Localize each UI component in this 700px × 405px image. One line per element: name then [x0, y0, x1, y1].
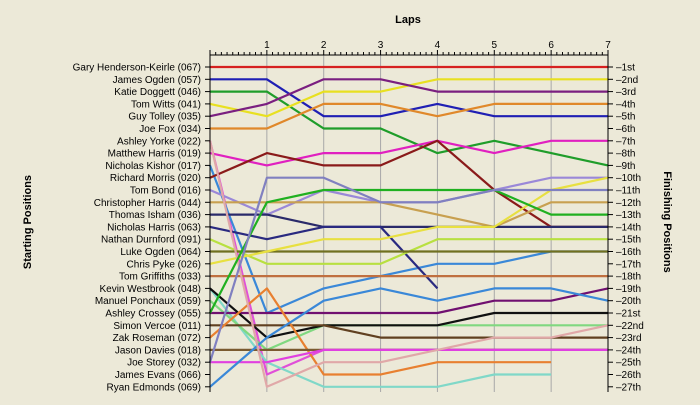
series-line	[210, 213, 608, 228]
finishing-position-label: –16th	[616, 247, 641, 258]
starting-position-label: Tom Bond (016)	[130, 186, 201, 197]
series-line	[209, 225, 439, 290]
finishing-position-label: –14th	[616, 222, 641, 233]
finishing-position-label: –19th	[616, 284, 641, 295]
finishing-position-label: –10th	[616, 173, 641, 184]
starting-position-label: Ashley Crossey (055)	[105, 309, 201, 320]
starting-position-label: Thomas Isham (036)	[109, 210, 201, 221]
finishing-position-label: –9th	[616, 161, 635, 172]
x-tick-label: 7	[605, 40, 611, 51]
starting-position-label: Nathan Durnford (091)	[101, 235, 201, 246]
starting-position-label: Zak Roseman (072)	[113, 333, 201, 344]
starting-position-label: Ryan Edmonds (069)	[107, 382, 202, 393]
finishing-position-label: –5th	[616, 112, 635, 123]
starting-position-label: Manuel Ponchaux (059)	[95, 296, 201, 307]
starting-position-label: Gary Henderson-Keirle (067)	[73, 63, 201, 74]
series-line	[209, 287, 608, 339]
series-line	[209, 176, 609, 265]
axes	[205, 50, 613, 392]
finishing-position-label: –12th	[616, 198, 641, 209]
x-tick-label: 2	[321, 40, 327, 51]
finishing-position-label: –13th	[616, 210, 641, 221]
series-line	[208, 165, 608, 315]
finishing-position-label: –4th	[616, 99, 635, 110]
y-axis-title-right: Finishing Positions	[661, 171, 673, 272]
finishing-position-label: –25th	[616, 358, 641, 369]
finishing-position-label: –24th	[616, 345, 641, 356]
starting-position-label: Joe Fox (034)	[139, 124, 201, 135]
finishing-position-label: –11th	[616, 186, 640, 197]
starting-position-label: Matthew Harris (019)	[108, 149, 201, 160]
finishing-position-label: –7th	[616, 136, 635, 147]
finishing-position-label: –27th	[616, 382, 641, 393]
finishing-position-label: –3rd	[616, 87, 636, 98]
starting-position-label: Nicholas Harris (063)	[107, 222, 201, 233]
x-tick-label: 3	[378, 40, 384, 51]
starting-position-label: Guy Tolley (035)	[128, 112, 201, 123]
starting-position-label: Simon Vercoe (011)	[113, 321, 201, 332]
x-tick-label: 5	[492, 40, 498, 51]
starting-position-label: Chris Pyke (026)	[127, 259, 201, 270]
finishing-position-label: –1st	[616, 63, 635, 74]
finishing-position-label: –8th	[616, 149, 635, 160]
finishing-position-label: –26th	[616, 370, 641, 381]
series-line	[209, 139, 608, 228]
starting-position-label: Joe Storey (032)	[127, 358, 201, 369]
series-line	[208, 140, 609, 388]
series-line	[209, 287, 609, 388]
starting-position-label: Nicholas Kishor (017)	[105, 161, 201, 172]
series-line	[210, 102, 608, 130]
series-line	[209, 78, 608, 118]
series-line	[210, 201, 608, 228]
x-axis-title: Laps	[395, 14, 421, 26]
series-line	[210, 90, 609, 167]
x-tick-label: 1	[264, 40, 270, 51]
starting-position-label: Tom Griffiths (033)	[119, 272, 201, 283]
series-lines	[208, 65, 609, 388]
starting-position-label: Jason Davies (018)	[115, 345, 201, 356]
starting-position-label: Richard Morris (020)	[110, 173, 201, 184]
series-line	[210, 348, 608, 364]
finishing-position-label: –2nd	[616, 75, 638, 86]
finishing-position-label: –21st	[616, 309, 641, 320]
x-tick-label: 6	[548, 40, 554, 51]
finishing-position-label: –23rd	[616, 333, 642, 344]
finishing-position-label: –18th	[616, 272, 641, 283]
series-line	[209, 287, 552, 376]
finishing-position-label: –6th	[616, 124, 635, 135]
starting-position-label: Ashley Yorke (022)	[117, 136, 201, 147]
starting-position-label: Tom Witts (041)	[131, 99, 201, 110]
starting-position-label: Christopher Harris (044)	[94, 198, 201, 209]
finishing-position-label: –20th	[616, 296, 641, 307]
starting-position-label: Luke Ogden (064)	[120, 247, 201, 258]
starting-position-label: Katie Doggett (046)	[114, 87, 201, 98]
series-line	[208, 176, 608, 363]
series-line	[209, 139, 608, 167]
series-line	[209, 188, 608, 314]
starting-position-label: Kevin Westbrook (048)	[99, 284, 201, 295]
series-line	[210, 287, 609, 315]
y-axis-title-left: Starting Positions	[22, 175, 34, 269]
finishing-position-label: –17th	[616, 259, 641, 270]
finishing-position-label: –15th	[616, 235, 641, 246]
starting-position-label: James Evans (066)	[115, 370, 201, 381]
starting-position-label: James Ogden (057)	[113, 75, 201, 86]
x-tick-label: 4	[435, 40, 441, 51]
finishing-position-label: –22nd	[616, 321, 644, 332]
